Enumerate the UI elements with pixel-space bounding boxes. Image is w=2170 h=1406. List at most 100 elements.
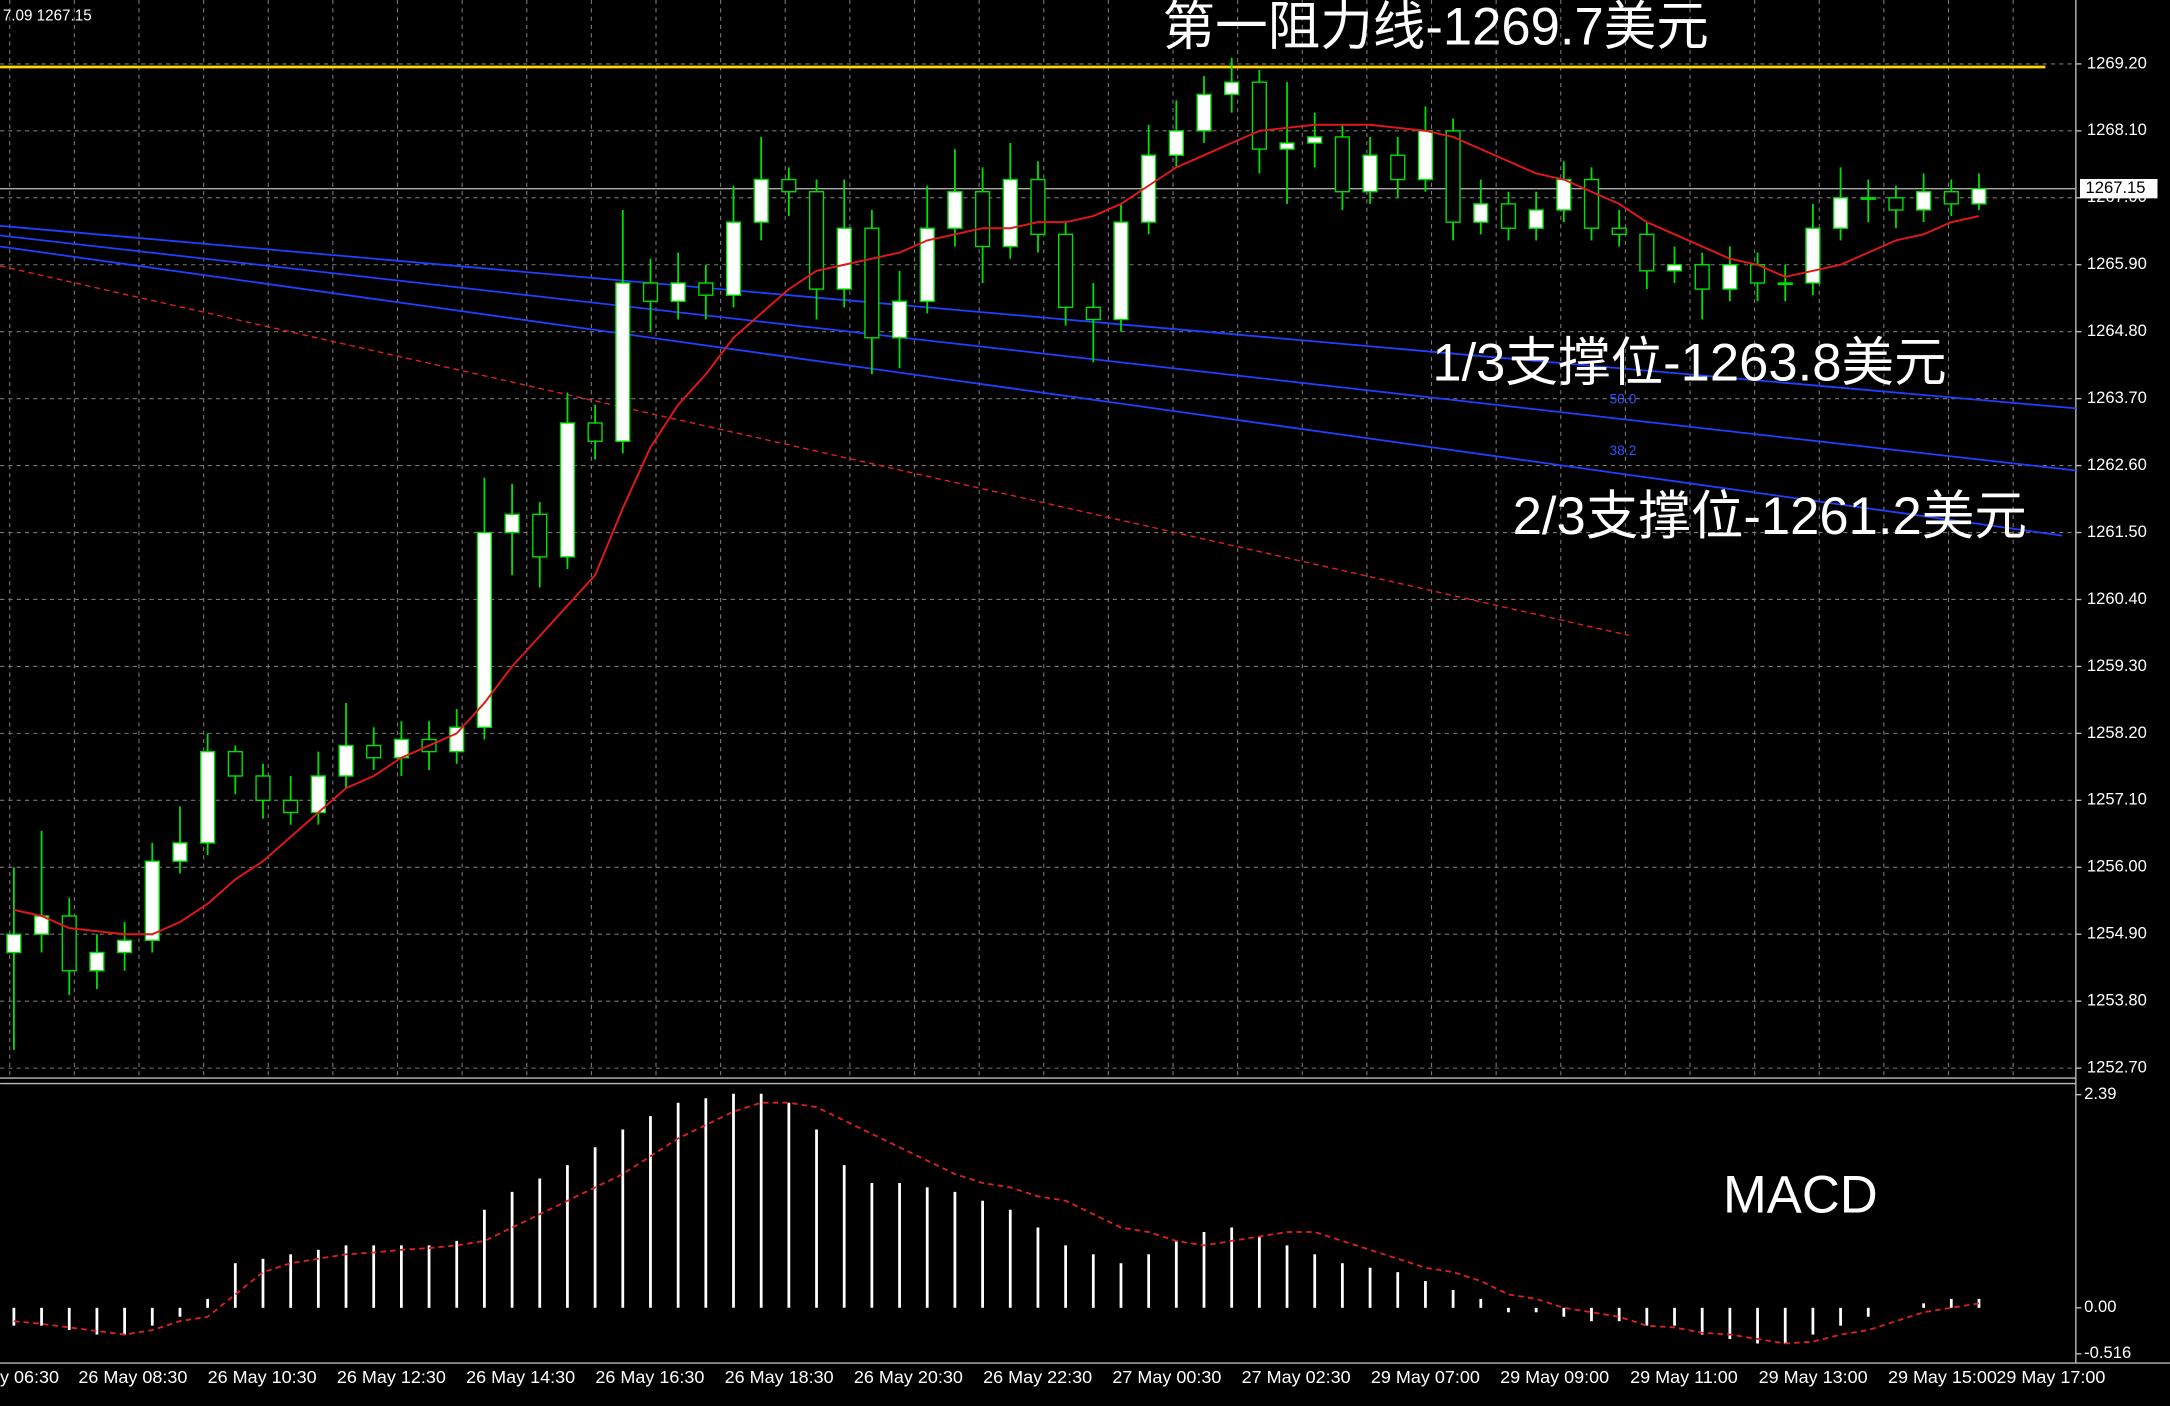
candle-body — [255, 775, 271, 802]
fib-label: 38.2 — [1609, 442, 1636, 458]
y-tick-label: 1256.00 — [2087, 857, 2147, 876]
y-tick-label: 1265.90 — [2087, 254, 2147, 273]
candle-body — [919, 227, 935, 302]
fib-label: 50.0 — [1609, 391, 1636, 407]
x-tick-label: 29 May 17:00 — [1996, 1367, 2105, 1387]
x-tick-label: y 06:30 — [0, 1367, 59, 1387]
x-tick-label: 29 May 15:00 — [1888, 1367, 1997, 1387]
candle-body — [1224, 81, 1240, 96]
x-tick-label: 26 May 10:30 — [208, 1367, 317, 1387]
x-tick-label: 26 May 18:30 — [725, 1367, 834, 1387]
candle-body — [6, 933, 22, 954]
y-tick-label: 1253.80 — [2087, 991, 2147, 1010]
candle-body — [1611, 227, 1627, 236]
annotation: 1/3支撑位-1263.8美元 — [1432, 334, 1946, 393]
candle-body — [1334, 136, 1351, 193]
candle-body — [116, 939, 133, 954]
candle-body — [781, 178, 797, 193]
candle-body — [1666, 264, 1683, 272]
candle-body — [864, 227, 880, 339]
candle-body — [1390, 154, 1406, 181]
candle-body — [615, 282, 631, 442]
x-tick-label: 26 May 08:30 — [78, 1367, 187, 1387]
y-tick-label: 1254.90 — [2087, 924, 2147, 943]
candle-body — [283, 799, 299, 814]
candle-body — [1916, 191, 1932, 211]
candle-body — [1943, 191, 1959, 205]
candle-body — [338, 744, 354, 777]
candle-body — [1168, 130, 1184, 156]
candle-body — [1528, 209, 1544, 229]
candle-body — [227, 750, 243, 777]
candle-body — [476, 531, 493, 728]
x-tick-label: 26 May 20:30 — [854, 1367, 963, 1387]
x-tick-label: 29 May 09:00 — [1500, 1367, 1609, 1387]
candle-body — [974, 191, 991, 248]
candle-body — [1113, 221, 1129, 321]
candle-body — [1583, 178, 1600, 229]
y2-tick-label: 0.00 — [2084, 1297, 2116, 1316]
y2-tick-label: -0.516 — [2084, 1343, 2131, 1362]
dashed-trendline — [0, 265, 1630, 637]
candle-body — [836, 227, 852, 290]
candle-body — [1777, 282, 1793, 286]
candle-body — [532, 513, 548, 558]
current-price-label: 1267.15 — [2086, 178, 2146, 197]
candle-body — [808, 191, 825, 290]
candle-body — [1556, 178, 1572, 211]
candle-body — [1722, 264, 1738, 290]
candle-body — [1639, 233, 1655, 272]
x-tick-label: 29 May 07:00 — [1371, 1367, 1480, 1387]
candle-body — [366, 744, 382, 759]
candle-body — [172, 842, 188, 862]
candle-body — [947, 191, 963, 229]
y-tick-label: 1268.10 — [2087, 120, 2147, 139]
annotation: MACD — [1723, 1165, 1878, 1224]
trendline — [0, 224, 2076, 410]
grid — [0, 0, 2076, 1077]
candle-body — [698, 282, 714, 296]
y2-tick-label: 2.39 — [2084, 1084, 2116, 1103]
candle-body — [1500, 203, 1517, 229]
annotation: 2/3支撑位-1261.2美元 — [1513, 487, 2027, 546]
candle-body — [725, 221, 742, 296]
candle-body — [1058, 233, 1074, 309]
x-tick-label: 29 May 13:00 — [1759, 1367, 1868, 1387]
candle-body — [1251, 81, 1267, 150]
header-text: 7.09 1267.15 — [3, 8, 92, 25]
trendline — [0, 245, 2063, 537]
candle-body — [753, 178, 769, 223]
x-tick-label: 26 May 16:30 — [595, 1367, 704, 1387]
candle-body — [1445, 130, 1461, 223]
x-tick-label: 27 May 02:30 — [1242, 1367, 1351, 1387]
trendline — [0, 234, 2076, 472]
x-tick-label: 29 May 11:00 — [1630, 1367, 1738, 1387]
candle-body — [1805, 227, 1821, 284]
y-tick-label: 1252.70 — [2087, 1058, 2147, 1077]
candle-body — [1307, 136, 1323, 144]
candle-body — [1971, 187, 1987, 205]
x-tick-label: 27 May 00:30 — [1112, 1367, 1221, 1387]
candle-body — [1030, 178, 1046, 236]
x-tick-label: 26 May 12:30 — [337, 1367, 446, 1387]
candle-body — [1417, 130, 1434, 181]
y-tick-label: 1260.40 — [2087, 589, 2147, 608]
candle-body — [61, 915, 77, 972]
x-tick-label: 26 May 14:30 — [466, 1367, 575, 1387]
x-tick-label: 26 May 22:30 — [983, 1367, 1092, 1387]
candle-body — [1694, 264, 1710, 290]
candle-body — [587, 422, 603, 442]
candle-body — [1362, 154, 1378, 193]
y-tick-label: 1257.10 — [2087, 790, 2147, 809]
candle-body — [559, 422, 576, 558]
y-tick-label: 1261.50 — [2087, 522, 2147, 541]
candle-body — [1473, 203, 1489, 223]
candle-body — [1860, 197, 1876, 200]
candle-body — [1832, 197, 1849, 229]
candle-body — [1888, 197, 1904, 211]
current-price-box — [2079, 178, 2158, 199]
macd-signal — [13, 1101, 1980, 1345]
candle-body — [144, 860, 160, 942]
candle-body — [89, 951, 105, 972]
